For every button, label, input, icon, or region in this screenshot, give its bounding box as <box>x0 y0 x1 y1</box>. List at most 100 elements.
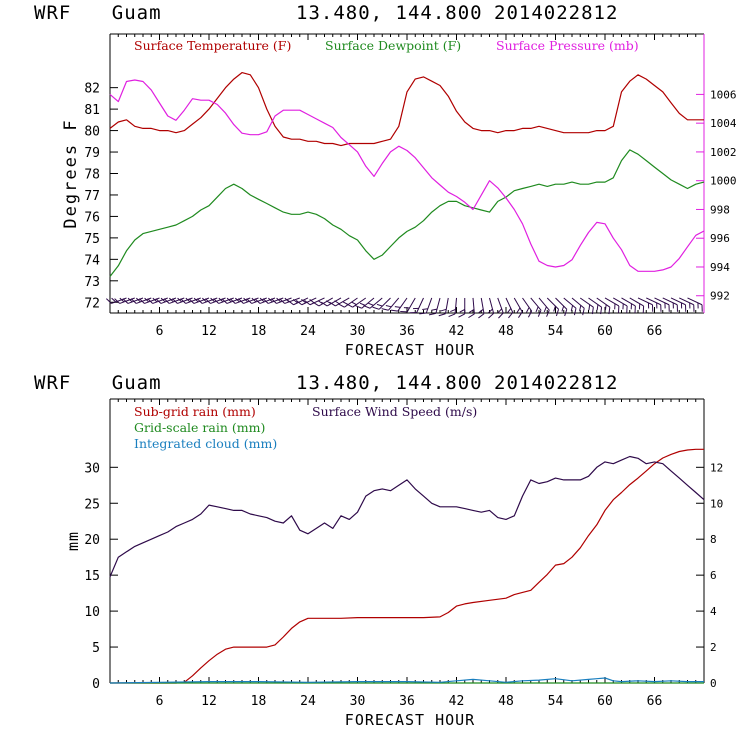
panel2-location: Guam <box>111 372 162 394</box>
wind-barb <box>221 297 243 304</box>
wind-barb-flag <box>372 306 380 310</box>
wind-barb-flag <box>251 297 257 303</box>
wind-barb <box>246 297 267 304</box>
wind-barb-flag <box>422 308 428 310</box>
wind-barb <box>147 297 168 304</box>
p1-xtick-label: 66 <box>647 324 663 339</box>
p1-y2tick-label: 992 <box>710 290 730 303</box>
wind-barb-flag <box>564 309 568 317</box>
wind-barb-staff <box>596 297 611 308</box>
wind-barb-staff <box>588 297 602 308</box>
p2-xaxis-label: FORECAST HOUR <box>345 711 475 729</box>
wind-barb <box>487 297 495 319</box>
p2-legend-item: Surface Wind Speed (m/s) <box>312 404 477 419</box>
wind-barb-staff <box>425 297 433 314</box>
wind-barb-flag <box>144 297 150 303</box>
wind-barb-flag <box>321 301 328 307</box>
wind-barb-staff <box>388 297 400 311</box>
wind-barb-staff <box>546 297 559 310</box>
wind-barb-flag <box>139 298 145 304</box>
wind-barb-staff <box>268 297 284 304</box>
wind-barb-staff <box>185 297 201 304</box>
wind-barb-flag <box>488 313 494 319</box>
wind-barb-staff <box>579 297 594 308</box>
wind-barb-staff <box>369 297 383 309</box>
wind-barb <box>271 297 292 304</box>
p2-xtick-label: 60 <box>597 694 613 709</box>
p2-xtick-label: 36 <box>399 694 415 709</box>
wind-barb <box>612 297 628 313</box>
wind-barb-flag <box>355 305 362 309</box>
wind-barb-staff <box>344 297 358 308</box>
wind-barb-flag <box>301 299 307 304</box>
wind-barb <box>662 297 678 312</box>
wind-barb <box>172 297 193 304</box>
wind-barb-staff <box>243 297 259 304</box>
wind-barb-flag <box>246 298 253 304</box>
p1-ytick-label: 82 <box>84 82 100 97</box>
panel2-coords: 13.480, 144.800 <box>296 372 483 394</box>
wind-barb <box>513 297 523 318</box>
wind-barb-flag <box>608 307 611 315</box>
wind-barb-flag <box>573 308 577 316</box>
wind-barb-staff <box>670 297 686 306</box>
p1-ytick-label: 74 <box>84 253 100 268</box>
wind-barb-flag <box>292 299 298 304</box>
p1-ytick-label: 81 <box>84 103 100 118</box>
wind-barb-flag <box>537 310 542 317</box>
p2-legend-item: Integrated cloud (mm) <box>134 436 277 451</box>
panel1-location: Guam <box>111 2 162 24</box>
wind-barb-flag <box>267 297 273 303</box>
wind-barb <box>546 297 560 317</box>
wind-barb-staff <box>160 297 177 304</box>
wind-barb-flag <box>468 313 475 319</box>
wind-barb-flag <box>368 302 374 306</box>
wind-barb-flag <box>346 303 353 308</box>
wind-barb-staff <box>538 297 550 311</box>
wind-barb-staff <box>378 297 391 310</box>
wind-barb-flag <box>229 298 236 304</box>
p2-ytick-label: 30 <box>84 461 100 476</box>
p1-xtick-label: 42 <box>449 324 465 339</box>
p1-ytick-label: 79 <box>84 146 100 161</box>
wind-barb-flag <box>555 309 560 317</box>
p2-ytick-label: 10 <box>84 605 100 620</box>
wind-barb <box>390 297 408 312</box>
wind-barb-staff <box>169 297 185 304</box>
p1-pressure-line <box>109 79 705 272</box>
wind-barb-flag <box>507 308 512 314</box>
panel2-model: WRF <box>34 372 72 394</box>
wind-barb-flag <box>111 297 117 303</box>
wind-barb-flag <box>582 308 585 316</box>
p2-y2tick-label: 12 <box>710 461 723 474</box>
wind-barb-staff <box>687 297 703 306</box>
wind-barb-flag <box>376 303 383 307</box>
p2-ytick-label: 20 <box>84 533 100 548</box>
wind-barb <box>579 297 594 315</box>
wind-barb-flag <box>254 298 261 304</box>
p2-xtick-label: 48 <box>498 694 514 709</box>
wind-barb-flag <box>526 307 530 313</box>
wind-barb-flag <box>543 306 547 313</box>
wind-barb <box>670 297 687 312</box>
wind-barb-flag <box>478 308 484 314</box>
p2-integrated-cloud-line <box>109 677 704 684</box>
wind-barb-staff <box>513 297 523 313</box>
wind-barb-flag <box>329 301 336 307</box>
wind-barb-staff <box>218 297 234 304</box>
p2-xtick-label: 12 <box>201 694 217 709</box>
p1-ytick-label: 72 <box>84 296 100 311</box>
p1-ytick-label: 75 <box>84 232 100 247</box>
p2-y2tick-label: 10 <box>710 497 723 510</box>
wind-barb-flag <box>295 300 303 306</box>
wind-barb <box>409 297 424 314</box>
wind-barb-flag <box>213 298 220 304</box>
wind-barb-flag <box>487 308 493 314</box>
wind-barb-staff <box>472 297 475 314</box>
wind-barb-flag <box>172 298 178 304</box>
wind-barb <box>419 297 433 315</box>
wind-barb-flag <box>259 297 265 303</box>
wind-barb-staff <box>555 297 568 310</box>
wind-barb <box>522 297 533 318</box>
